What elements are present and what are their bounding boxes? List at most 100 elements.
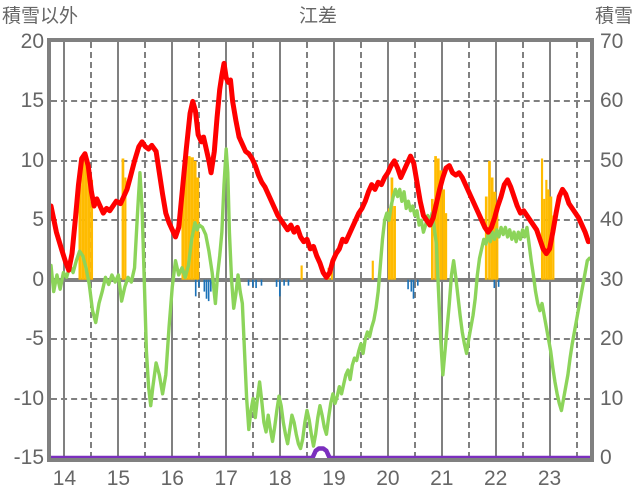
bar <box>181 182 185 280</box>
left-tick--5: -5 <box>25 327 44 351</box>
left-tick-15: 15 <box>20 89 44 113</box>
bar <box>552 215 555 280</box>
bar <box>436 158 440 280</box>
right-axis-unit-label: 積雪 <box>594 6 633 27</box>
bar <box>387 208 391 280</box>
line-dewpoint <box>51 147 590 451</box>
bar <box>194 279 197 297</box>
bar <box>78 184 82 280</box>
hgrid-10 <box>51 159 590 162</box>
vgrid-day-16 <box>171 42 174 458</box>
vgrid-day-14 <box>63 42 66 458</box>
bar <box>547 189 550 280</box>
x-tick-19: 19 <box>322 467 346 490</box>
right-tick-40: 40 <box>600 208 624 232</box>
line-temperature <box>51 60 590 280</box>
bar <box>184 158 188 280</box>
bar <box>255 279 257 289</box>
bar <box>445 213 448 280</box>
hgrid-5 <box>51 219 590 222</box>
bar <box>260 279 263 286</box>
bar <box>287 279 290 286</box>
left-tick--10: -10 <box>13 386 44 410</box>
vgrid-day-17 <box>225 42 228 458</box>
hgrid-15 <box>51 100 590 103</box>
vgrid-mid-18 <box>306 42 309 458</box>
bar <box>187 156 191 280</box>
bar <box>275 279 278 287</box>
hgrid--10 <box>51 397 590 400</box>
plot-area <box>47 38 594 462</box>
bar <box>190 157 194 280</box>
line-snow-depth <box>51 446 590 458</box>
vgrid-mid-17 <box>252 42 255 458</box>
vgrid-day-19 <box>332 42 335 458</box>
bar <box>198 279 200 287</box>
bar <box>390 177 394 280</box>
bar <box>252 279 254 287</box>
bar <box>205 279 208 299</box>
bar <box>371 260 374 280</box>
right-tick-60: 60 <box>600 89 624 113</box>
bar <box>488 160 491 280</box>
right-tick-30: 30 <box>600 267 624 291</box>
bar <box>410 279 413 292</box>
x-tick-21: 21 <box>430 467 454 490</box>
x-tick-17: 17 <box>214 467 238 490</box>
left-axis-unit-label: 積雪以外 <box>2 6 79 27</box>
bar <box>87 165 91 280</box>
bar <box>540 158 544 280</box>
left-tick-5: 5 <box>32 208 44 232</box>
left-tick--15: -15 <box>13 446 44 469</box>
right-tick-70: 70 <box>600 30 624 53</box>
bar <box>278 279 281 297</box>
bar <box>416 279 419 286</box>
right-tick-20: 20 <box>600 327 624 351</box>
bar <box>393 206 396 280</box>
vgrid-day-18 <box>279 42 282 458</box>
bar <box>90 179 94 280</box>
left-tick-10: 10 <box>20 148 44 172</box>
hgrid-0 <box>51 277 590 282</box>
hgrid--5 <box>51 338 590 341</box>
bar <box>412 279 415 299</box>
bar <box>545 179 548 280</box>
bar <box>203 279 206 292</box>
vgrid-mid-20 <box>413 42 416 458</box>
bar <box>210 279 212 292</box>
vgrid-mid-23 <box>575 42 578 458</box>
bar <box>543 198 546 280</box>
bar <box>283 279 285 286</box>
plot-inner <box>51 42 590 458</box>
vgrid-mid-22 <box>521 42 524 458</box>
bar <box>430 198 434 280</box>
bar <box>121 158 125 280</box>
left-tick-20: 20 <box>20 30 44 53</box>
left-tick-0: 0 <box>32 267 44 291</box>
bar <box>300 265 303 280</box>
bar <box>84 160 88 280</box>
right-tick-10: 10 <box>600 386 624 410</box>
bar <box>493 279 496 289</box>
bar <box>207 279 210 302</box>
bar <box>439 170 443 280</box>
vgrid-mid-21 <box>467 42 470 458</box>
x-tick-16: 16 <box>160 467 184 490</box>
x-tick-14: 14 <box>52 467 77 490</box>
bar <box>193 160 197 280</box>
right-tick-50: 50 <box>600 148 624 172</box>
right-tick-0: 0 <box>600 446 612 469</box>
x-tick-15: 15 <box>106 467 131 490</box>
vgrid-mid-19 <box>359 42 362 458</box>
bar <box>407 279 409 290</box>
vgrid-day-15 <box>117 42 120 458</box>
x-tick-18: 18 <box>268 467 292 490</box>
bar <box>496 208 499 280</box>
bar <box>81 156 85 280</box>
series-layer <box>51 60 590 458</box>
bar <box>247 279 250 286</box>
x-tick-22: 22 <box>483 467 508 490</box>
vgrid-mid-15 <box>144 42 147 458</box>
bar <box>124 177 127 280</box>
chart-title: 江差 <box>298 6 337 27</box>
